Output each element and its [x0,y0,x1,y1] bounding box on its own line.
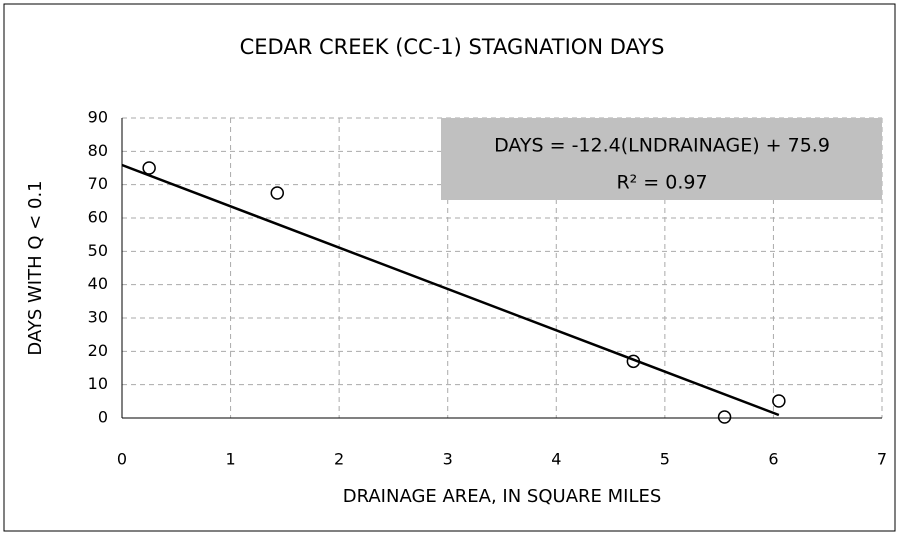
y-tick-label: 70 [88,174,108,193]
y-tick-label: 50 [88,241,108,260]
point [717,410,732,424]
y-tick-label: 0 [98,408,108,427]
annotation-text: R² = 0.97 [616,172,707,194]
y-tick-label: 60 [88,208,108,227]
x-tick-label: 4 [551,450,561,469]
y-tick-label: 80 [88,141,108,160]
x-tick-label: 0 [117,450,127,469]
x-tick-label: 6 [768,450,778,469]
chart-frame [3,3,896,532]
chart-title: CEDAR CREEK (CC-1) STAGNATION DAYS [240,35,665,59]
y-tick-label: 10 [88,374,108,393]
y-tick-label: 90 [88,108,108,127]
x-tick-label: 1 [225,450,235,469]
y-tick-label: 20 [88,341,108,360]
point [270,186,285,200]
y-tick-label: 30 [88,308,108,327]
trendline [121,163,780,417]
y-tick-label: 40 [88,274,108,293]
x-tick-label: 5 [660,450,670,469]
x-tick-label: 3 [443,450,453,469]
point [626,354,641,369]
point [142,161,156,175]
x-axis-label: DRAINAGE AREA, IN SQUARE MILES [343,486,662,507]
annotation-text: DAYS = -12.4(LNDRAINAGE) + 75.9 [494,135,830,157]
annotation-box [441,118,882,200]
x-tick-label: 7 [877,450,887,469]
y-axis-label: DAYS WITH Q < 0.1 [25,180,46,355]
point [772,394,786,408]
x-tick-label: 2 [334,450,344,469]
